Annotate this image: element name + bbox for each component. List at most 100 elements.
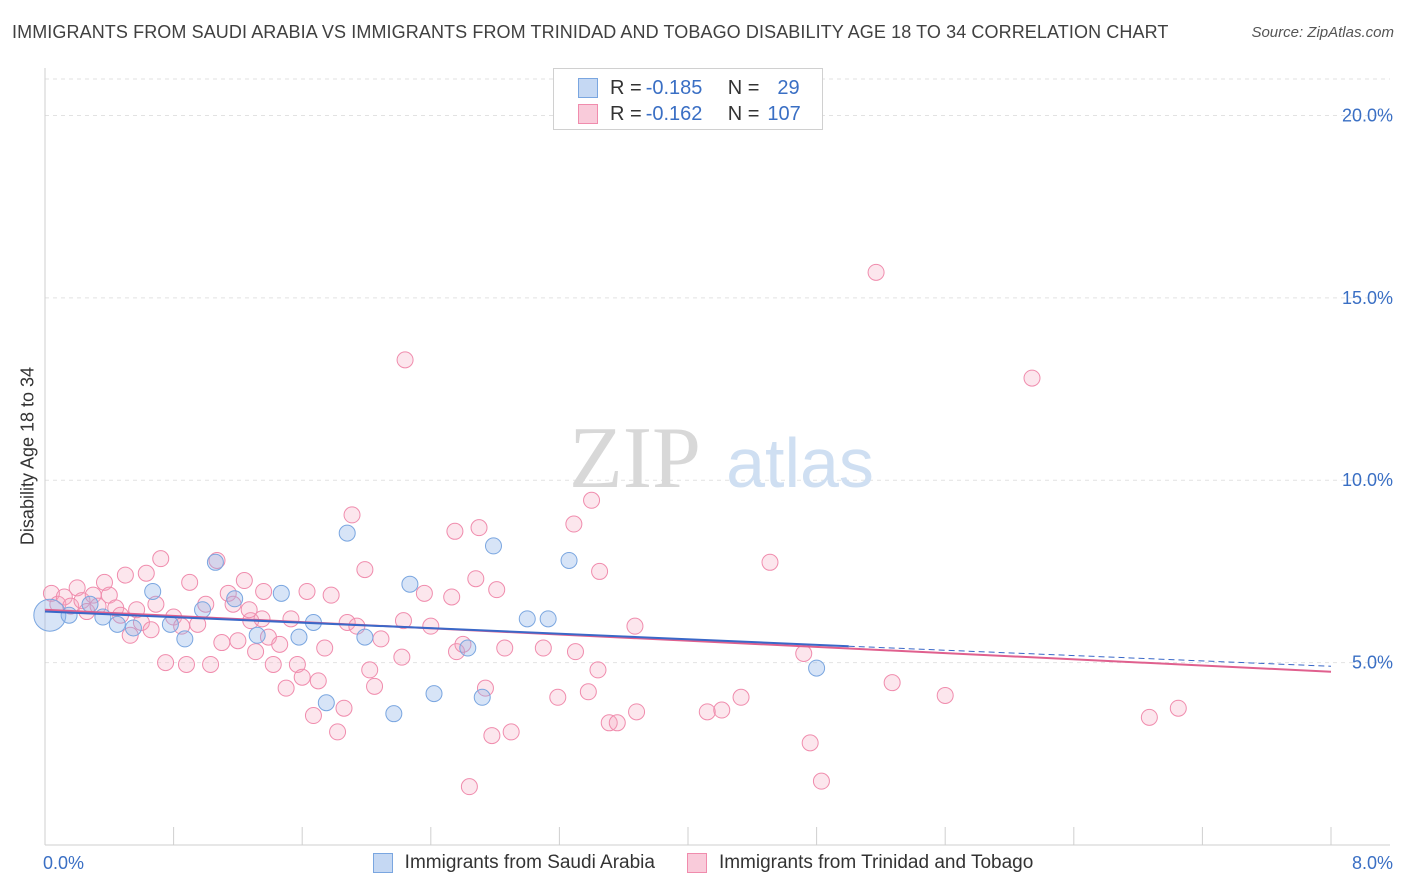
- data-point-trinidad: [288, 655, 306, 673]
- data-point-trinidad: [197, 595, 215, 613]
- data-point-trinidad: [415, 584, 433, 602]
- data-point-trinidad: [157, 654, 175, 672]
- data-point-trinidad: [443, 588, 461, 606]
- y-tick-label: 5.0%: [1352, 653, 1393, 673]
- data-point-saudi: [385, 705, 403, 723]
- data-point-saudi: [459, 639, 477, 657]
- data-point-saudi: [272, 584, 290, 602]
- data-point-trinidad: [42, 584, 60, 602]
- series-legend: Immigrants from Saudi Arabia Immigrants …: [0, 852, 1406, 874]
- data-point-saudi: [401, 575, 419, 593]
- y-axis-title: Disability Age 18 to 34: [17, 366, 38, 546]
- data-point-saudi: [60, 606, 78, 624]
- data-point-trinidad: [565, 515, 583, 533]
- data-point-trinidad: [298, 582, 316, 600]
- data-point-trinidad: [293, 668, 311, 686]
- data-point-trinidad: [883, 674, 901, 692]
- data-point-trinidad: [396, 351, 414, 369]
- data-point-trinidad: [496, 639, 514, 657]
- data-point-saudi: [560, 551, 578, 569]
- data-point-trinidad: [812, 772, 830, 790]
- data-point-trinidad: [372, 630, 390, 648]
- data-point-trinidad: [142, 621, 160, 639]
- data-point-trinidad: [394, 612, 412, 630]
- y-tick-label: 15.0%: [1342, 288, 1393, 308]
- data-point-trinidad: [235, 572, 253, 590]
- data-point-trinidad: [181, 573, 199, 591]
- legend-n-label: N =: [727, 102, 760, 125]
- data-point-trinidad: [361, 661, 379, 679]
- data-point-trinidad: [422, 617, 440, 635]
- data-point-trinidad: [240, 601, 258, 619]
- data-point-trinidad: [309, 672, 327, 690]
- data-point-trinidad: [1140, 708, 1158, 726]
- data-point-trinidad: [393, 648, 411, 666]
- legend-row-trinidad: R = -0.162 N = 107: [578, 102, 801, 126]
- data-point-saudi: [206, 553, 224, 571]
- data-point-trinidad: [867, 263, 885, 281]
- data-point-trinidad: [1169, 699, 1187, 717]
- data-point-trinidad: [589, 661, 607, 679]
- data-point-trinidad: [213, 634, 231, 652]
- data-point-trinidad: [229, 632, 247, 650]
- x-tick-label-min: 0.0%: [43, 853, 84, 873]
- data-point-saudi: [808, 659, 826, 677]
- data-point-trinidad: [467, 570, 485, 588]
- legend-row-saudi: R = -0.185 N = 29: [578, 76, 800, 100]
- data-point-saudi: [194, 601, 212, 619]
- data-point-trinidad: [338, 613, 356, 631]
- legend-r-label: R =: [610, 102, 642, 125]
- tick-labels: 5.0% 10.0% 15.0% 20.0% 0.0% 8.0%: [43, 105, 1393, 873]
- data-point-saudi: [338, 524, 356, 542]
- source-credit: Source: ZipAtlas.com: [1251, 24, 1394, 41]
- data-point-trinidad: [343, 506, 361, 524]
- watermark-zip: ZIP: [569, 410, 701, 507]
- data-point-trinidad: [483, 727, 501, 745]
- data-point-trinidad: [147, 595, 165, 613]
- data-point-trinidad: [264, 655, 282, 673]
- series-saudi-points: [33, 524, 826, 723]
- data-point-trinidad: [732, 688, 750, 706]
- data-point-saudi: [248, 626, 266, 644]
- correlation-legend: R = -0.185 N = 29 R = -0.162 N = 107: [553, 68, 823, 130]
- data-point-trinidad: [255, 582, 273, 600]
- data-point-trinidad: [713, 701, 731, 719]
- data-point-trinidad: [698, 703, 716, 721]
- data-point-trinidad: [448, 643, 466, 661]
- data-point-trinidad: [73, 592, 91, 610]
- data-point-trinidad: [282, 610, 300, 628]
- data-point-trinidad: [628, 703, 646, 721]
- legend-swatch-trinidad: [686, 853, 707, 873]
- data-point-trinidad: [316, 639, 334, 657]
- data-point-saudi: [539, 610, 557, 628]
- data-point-saudi: [518, 610, 536, 628]
- data-point-trinidad: [761, 553, 779, 571]
- data-point-saudi: [226, 590, 244, 608]
- trend-line-saudi-extension: [848, 645, 1332, 667]
- data-point-trinidad: [356, 561, 374, 579]
- data-point-trinidad: [446, 522, 464, 540]
- axes: [44, 68, 1390, 846]
- data-point-trinidad: [801, 734, 819, 752]
- y-tick-label: 20.0%: [1342, 105, 1393, 125]
- x-tick-label-max: 8.0%: [1352, 853, 1393, 873]
- data-point-trinidad: [277, 679, 295, 697]
- data-point-saudi: [425, 685, 443, 703]
- legend-swatch-saudi: [578, 78, 598, 98]
- legend-n-value-trinidad: 107: [767, 102, 801, 125]
- data-point-saudi: [473, 688, 491, 706]
- chart-title: IMMIGRANTS FROM SAUDI ARABIA VS IMMIGRAN…: [12, 22, 1169, 42]
- legend-item-trinidad: Immigrants from Trinidad and Tobago: [686, 852, 1033, 874]
- data-point-trinidad: [626, 617, 644, 635]
- data-point-trinidad: [95, 573, 113, 591]
- legend-label-saudi: Immigrants from Saudi Arabia: [404, 852, 655, 873]
- data-point-trinidad: [549, 688, 567, 706]
- data-point-trinidad: [271, 635, 289, 653]
- data-point-trinidad: [502, 723, 520, 741]
- legend-r-value-trinidad: -0.162: [645, 102, 703, 125]
- data-point-trinidad: [795, 645, 813, 662]
- data-point-trinidad: [366, 677, 384, 695]
- data-point-trinidad: [322, 586, 340, 604]
- legend-swatch-saudi: [372, 853, 393, 873]
